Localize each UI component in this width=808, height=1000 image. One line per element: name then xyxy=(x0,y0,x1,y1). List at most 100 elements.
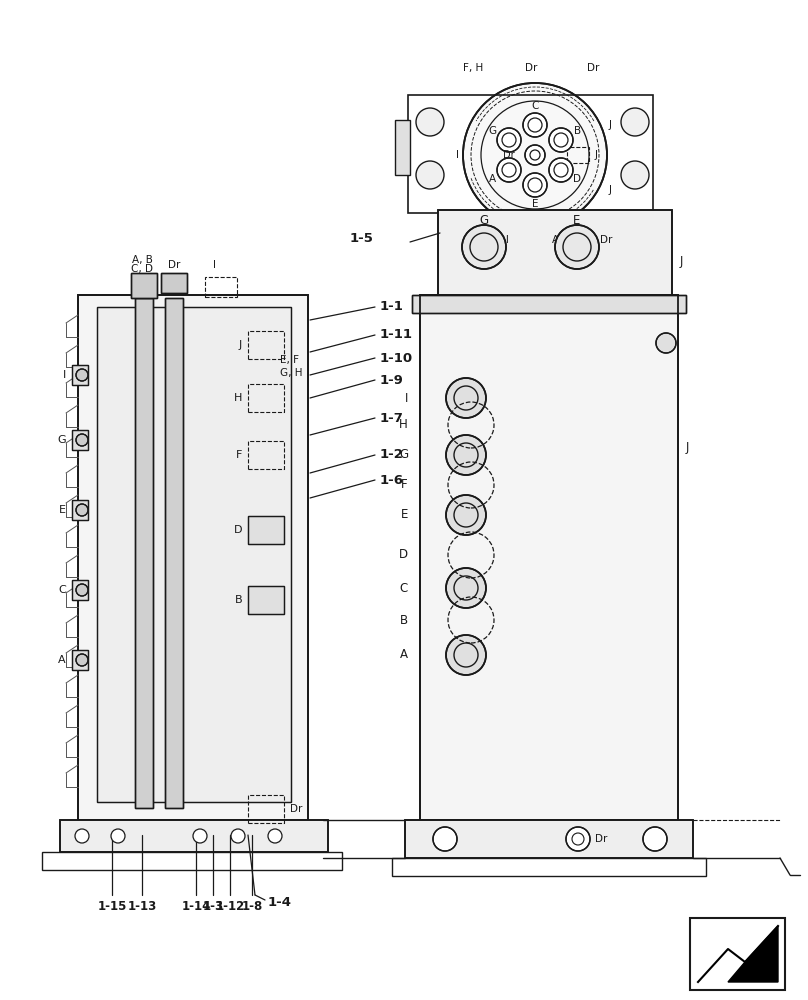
Text: D: D xyxy=(234,525,242,535)
Text: 1-6: 1-6 xyxy=(380,474,404,487)
Circle shape xyxy=(76,504,88,516)
Text: I: I xyxy=(213,260,217,270)
Circle shape xyxy=(446,378,486,418)
Circle shape xyxy=(643,827,667,851)
Bar xyxy=(72,365,88,385)
Bar xyxy=(248,795,284,823)
Bar xyxy=(248,441,284,469)
Bar xyxy=(161,273,187,293)
Text: 1-14: 1-14 xyxy=(181,900,211,914)
Text: 1-9: 1-9 xyxy=(380,373,404,386)
Text: J: J xyxy=(686,442,689,454)
Text: B: B xyxy=(234,595,242,605)
Bar xyxy=(60,820,328,852)
Bar xyxy=(392,858,706,876)
Bar xyxy=(72,500,88,520)
Text: B: B xyxy=(400,613,408,626)
Bar xyxy=(72,580,88,600)
Circle shape xyxy=(497,158,521,182)
Circle shape xyxy=(525,145,545,165)
Circle shape xyxy=(433,827,457,851)
Text: 1-8: 1-8 xyxy=(242,900,263,914)
Bar xyxy=(567,147,589,163)
Text: I: I xyxy=(405,391,408,404)
Circle shape xyxy=(75,829,89,843)
Text: 1-7: 1-7 xyxy=(380,412,404,424)
Text: J: J xyxy=(609,120,612,130)
Text: C, D: C, D xyxy=(131,264,153,274)
Text: D: D xyxy=(399,548,408,562)
Text: E: E xyxy=(59,505,66,515)
Bar xyxy=(248,331,284,359)
Bar xyxy=(412,295,686,313)
Text: F: F xyxy=(236,450,242,460)
Text: J: J xyxy=(609,185,612,195)
Circle shape xyxy=(76,654,88,666)
Bar xyxy=(438,210,672,295)
Text: 1-10: 1-10 xyxy=(380,352,413,364)
Text: 1-5: 1-5 xyxy=(350,232,374,244)
Bar xyxy=(60,820,328,852)
Circle shape xyxy=(566,827,590,851)
Bar xyxy=(72,650,88,670)
Text: B: B xyxy=(574,125,581,135)
Circle shape xyxy=(549,158,573,182)
Circle shape xyxy=(549,128,573,152)
Bar xyxy=(405,820,693,858)
Bar xyxy=(405,820,693,858)
Circle shape xyxy=(76,434,88,446)
Bar xyxy=(97,307,291,802)
Bar xyxy=(72,650,88,670)
Text: A, B: A, B xyxy=(132,255,153,265)
Text: I: I xyxy=(63,370,66,380)
Circle shape xyxy=(446,635,486,675)
Bar xyxy=(72,430,88,450)
Bar xyxy=(248,586,284,614)
Text: Dr: Dr xyxy=(168,260,180,270)
Circle shape xyxy=(231,829,245,843)
Text: E, F: E, F xyxy=(280,355,299,365)
Bar xyxy=(395,120,410,175)
Bar xyxy=(248,384,284,412)
Bar xyxy=(135,298,153,808)
Circle shape xyxy=(416,161,444,189)
Circle shape xyxy=(523,173,547,197)
Text: A: A xyxy=(58,655,66,665)
Text: F: F xyxy=(402,479,408,491)
Bar xyxy=(78,295,308,820)
Text: J: J xyxy=(595,150,598,160)
Text: A: A xyxy=(489,174,496,184)
Bar xyxy=(131,273,157,298)
Circle shape xyxy=(523,113,547,137)
Text: 1-13: 1-13 xyxy=(128,900,157,914)
Bar xyxy=(131,273,157,298)
Text: J: J xyxy=(680,255,684,268)
Bar xyxy=(72,580,88,600)
Bar xyxy=(408,95,653,213)
Text: C: C xyxy=(532,101,539,111)
Circle shape xyxy=(621,161,649,189)
Text: 1-4: 1-4 xyxy=(268,896,292,910)
Text: Dr: Dr xyxy=(503,150,515,160)
Bar xyxy=(412,295,686,313)
Bar xyxy=(690,918,785,990)
Bar xyxy=(420,295,678,820)
Text: Dr: Dr xyxy=(600,235,612,245)
Circle shape xyxy=(76,369,88,381)
Circle shape xyxy=(446,495,486,535)
Text: 1-1: 1-1 xyxy=(380,300,404,314)
Circle shape xyxy=(446,568,486,608)
Bar xyxy=(135,298,153,808)
Circle shape xyxy=(463,83,607,227)
Text: 1-12: 1-12 xyxy=(216,900,245,914)
Bar xyxy=(248,516,284,544)
Text: 1-11: 1-11 xyxy=(380,328,413,342)
Text: D: D xyxy=(574,174,582,184)
Bar xyxy=(161,273,187,293)
Text: A: A xyxy=(400,648,408,662)
Circle shape xyxy=(555,225,599,269)
Bar xyxy=(165,298,183,808)
Circle shape xyxy=(193,829,207,843)
Text: A, C: A, C xyxy=(553,235,574,245)
Polygon shape xyxy=(728,926,778,982)
